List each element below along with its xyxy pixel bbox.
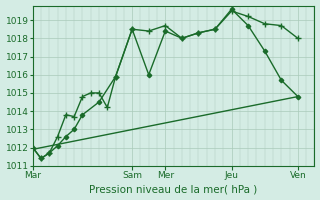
X-axis label: Pression niveau de la mer( hPa ): Pression niveau de la mer( hPa ): [90, 184, 258, 194]
